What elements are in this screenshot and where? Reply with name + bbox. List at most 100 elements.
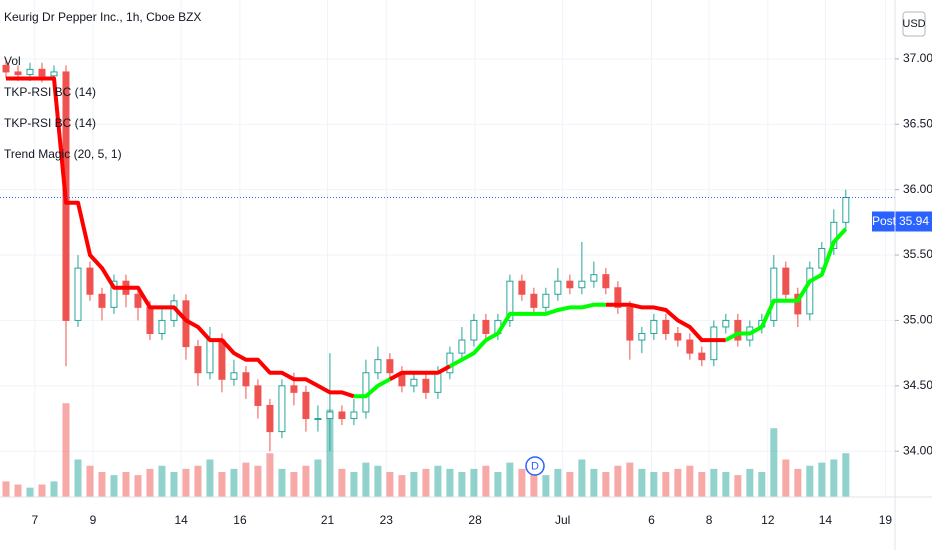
candle-body: [734, 319, 742, 341]
volume-bar: [374, 465, 382, 497]
y-tick-label: 34.00: [903, 443, 932, 457]
candle-body: [146, 306, 154, 335]
volume-bar: [602, 472, 610, 497]
volume-bar: [770, 428, 778, 497]
candle-body: [506, 280, 514, 321]
grid: [0, 0, 895, 497]
volume-bar: [26, 487, 34, 497]
candle-body: [14, 71, 22, 76]
candle-body: [458, 339, 466, 354]
candle-body: [530, 293, 538, 308]
volume-bar: [386, 472, 394, 497]
candle-body: [110, 280, 118, 308]
candle-body: [818, 248, 826, 269]
candle-body: [722, 319, 730, 328]
volume-bar: [506, 462, 514, 497]
trend-layer: [6, 76, 848, 399]
volume-bar: [734, 475, 742, 497]
candle-body: [578, 280, 586, 289]
volume-bar: [110, 475, 118, 497]
trend-magic-line: [6, 76, 726, 399]
volume-bar: [782, 459, 790, 497]
volume-bar: [638, 468, 646, 497]
volume-bar: [326, 409, 334, 497]
volume-bar: [50, 481, 58, 497]
candle-body: [266, 404, 274, 433]
volume-bar: [170, 472, 178, 497]
candle-body: [470, 319, 478, 341]
volume-bar: [314, 459, 322, 497]
candle-body: [26, 68, 34, 76]
indicator-legend: Trend Magic (20, 5, 1): [4, 147, 122, 161]
candle-body: [626, 306, 634, 341]
volume-bar: [254, 465, 262, 497]
y-tick-label: 35.00: [903, 313, 932, 327]
volume-bar: [134, 475, 142, 497]
volume-bar: [698, 472, 706, 497]
volume-bar: [158, 465, 166, 497]
x-tick-label: 14: [819, 513, 833, 527]
x-tick-label: 8: [706, 513, 713, 527]
volume-bar: [278, 468, 286, 497]
volume-bar: [566, 472, 574, 497]
volume-bar: [218, 472, 226, 497]
volume-layer: [2, 403, 850, 497]
candle-body: [698, 352, 706, 361]
x-tick-label: 23: [380, 513, 394, 527]
volume-bar: [830, 459, 838, 497]
candle-body: [806, 267, 814, 315]
candle-body: [830, 221, 838, 249]
volume-bar: [626, 462, 634, 497]
volume-bar: [38, 484, 46, 497]
volume-bar: [422, 468, 430, 497]
volume-bar: [206, 459, 214, 497]
volume-bar: [614, 465, 622, 497]
y-tick-label: 36.00: [903, 182, 932, 196]
x-tick-label: 14: [174, 513, 188, 527]
volume-bar: [518, 468, 526, 497]
candle-body: [614, 287, 622, 308]
candle-body: [842, 196, 850, 223]
candle-body: [482, 319, 490, 335]
volume-bar: [470, 468, 478, 497]
candle-body: [794, 293, 802, 315]
volume-bar: [686, 465, 694, 497]
candle-body: [2, 64, 10, 73]
volume-bar: [806, 465, 814, 497]
volume-bar: [458, 472, 466, 497]
candle-body: [602, 274, 610, 289]
volume-bar: [710, 468, 718, 497]
candle-body: [422, 378, 430, 393]
x-tick-label: 7: [31, 513, 38, 527]
volume-bar: [746, 468, 754, 497]
candle-body: [206, 339, 214, 374]
volume-bar: [338, 468, 346, 497]
candle-body: [542, 293, 550, 308]
x-tick-label: 19: [879, 513, 893, 527]
candle-body: [566, 280, 574, 289]
candle-body: [590, 274, 598, 282]
currency: USD: [902, 18, 925, 30]
volume-bar: [554, 468, 562, 497]
candle-body: [434, 372, 442, 393]
volume-bar: [146, 468, 154, 497]
volume-bar: [842, 453, 850, 497]
candle-body: [242, 372, 250, 387]
candle-body: [278, 385, 286, 433]
volume-bar: [290, 472, 298, 497]
volume-bar: [542, 475, 550, 497]
candle-body: [770, 267, 778, 321]
x-tick-label: Jul: [555, 513, 570, 527]
volume-bar: [74, 459, 82, 497]
candle-body: [134, 293, 142, 308]
currency-box[interactable]: [902, 11, 926, 37]
candle-body: [314, 418, 322, 421]
volume-bar: [62, 403, 70, 497]
candle-body: [74, 267, 82, 321]
candle-body: [326, 411, 334, 420]
volume-bar: [86, 465, 94, 497]
volume-bar: [122, 472, 130, 497]
candle-body: [710, 326, 718, 361]
y-tick-label: 37.00: [903, 51, 932, 65]
